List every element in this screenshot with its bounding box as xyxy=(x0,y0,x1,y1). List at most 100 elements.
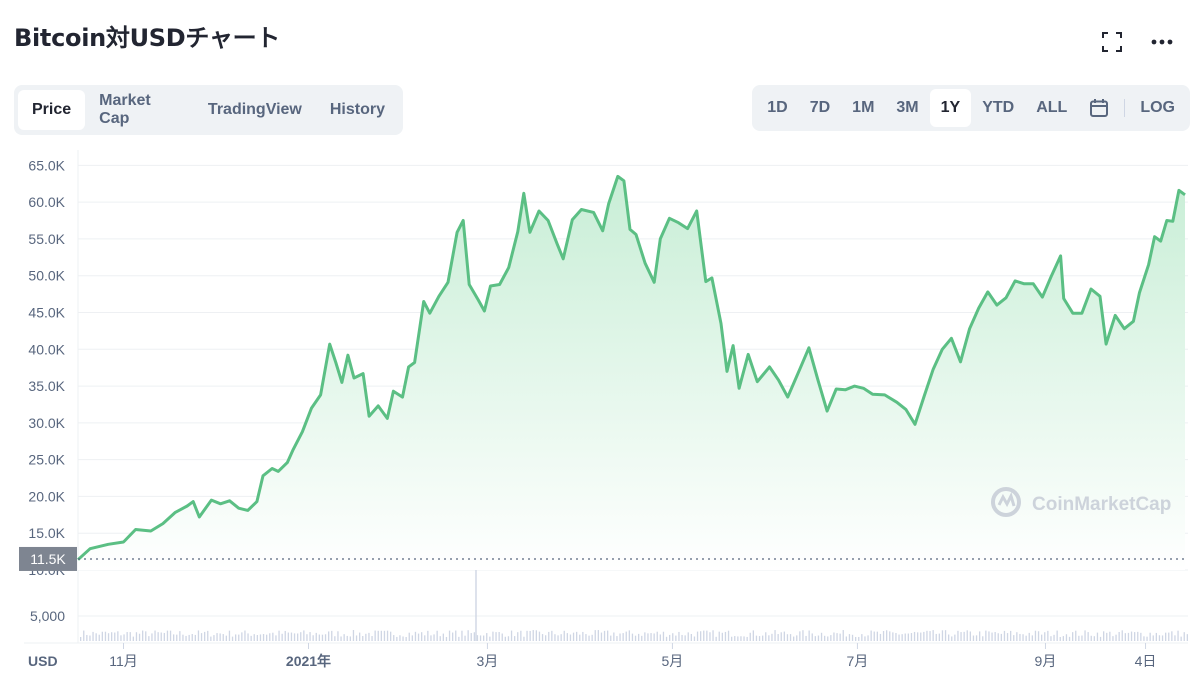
volume-bar xyxy=(262,634,265,641)
volume-bar xyxy=(514,636,516,641)
volume-bar xyxy=(455,630,457,641)
page-title: Bitcoin対USDチャート xyxy=(14,24,280,52)
volume-bar xyxy=(718,631,720,641)
range-all[interactable]: ALL xyxy=(1036,99,1068,116)
volume-bar xyxy=(436,630,438,641)
range-7d[interactable]: 7D xyxy=(809,99,831,116)
volume-bar xyxy=(365,633,367,641)
volume-bar xyxy=(287,632,289,641)
volume-bar xyxy=(972,635,975,641)
volume-bar xyxy=(1062,636,1064,641)
volume-bar xyxy=(638,633,640,641)
calendar-icon[interactable] xyxy=(1078,89,1120,127)
volume-bar xyxy=(343,634,345,641)
volume-bar xyxy=(693,636,696,641)
volume-bar xyxy=(724,631,727,641)
volume-bar xyxy=(526,630,528,641)
volume-bar xyxy=(272,632,274,641)
volume-bar xyxy=(1130,631,1133,641)
volume-bar xyxy=(328,631,330,641)
volume-bar xyxy=(579,634,581,641)
volume-bar xyxy=(659,634,661,641)
volume-bar xyxy=(966,630,968,641)
volume-bar xyxy=(783,631,785,641)
volume-bar xyxy=(886,630,888,641)
volume-bar xyxy=(126,632,128,641)
volume-bar xyxy=(712,630,714,641)
volume-bar xyxy=(650,633,652,641)
volume-bar xyxy=(709,632,711,641)
range-3m[interactable]: 3M xyxy=(896,99,919,116)
x-tick-label: 11月 xyxy=(109,653,138,669)
volume-bar xyxy=(932,630,934,641)
range-ytd[interactable]: YTD xyxy=(982,99,1015,116)
volume-bar xyxy=(86,634,88,641)
current-price-marker: 11.5K xyxy=(19,546,1188,571)
volume-bar xyxy=(994,632,996,641)
fullscreen-icon[interactable] xyxy=(1100,30,1124,54)
volume-bar xyxy=(923,631,925,641)
y-tick-label: 20.0K xyxy=(28,488,65,504)
volume-bar xyxy=(839,633,841,641)
volume-bar xyxy=(703,630,705,641)
volume-bar xyxy=(845,636,847,641)
range-1m[interactable]: 1M xyxy=(852,99,875,116)
volume-bar xyxy=(941,630,944,641)
volume-bar xyxy=(458,636,460,641)
tab-history[interactable]: History xyxy=(329,101,385,118)
volume-bar xyxy=(1158,635,1161,641)
volume-bar xyxy=(907,633,909,641)
range-1d[interactable]: 1D xyxy=(767,99,788,116)
volume-bar xyxy=(479,635,482,641)
volume-bar xyxy=(160,632,162,641)
volume-bar xyxy=(1019,633,1021,641)
volume-bar xyxy=(824,635,826,641)
volume-bar xyxy=(1034,630,1037,641)
tab-market-cap[interactable]: Market Cap xyxy=(99,92,151,127)
volume-bar xyxy=(622,633,624,641)
volume-bar xyxy=(752,630,754,641)
volume-bar xyxy=(1115,634,1117,641)
volume-bar xyxy=(551,630,553,641)
volume-bar xyxy=(653,633,655,641)
volume-bar xyxy=(789,634,792,641)
volume-bar xyxy=(231,636,234,641)
volume-bar xyxy=(938,633,940,641)
volume-bar xyxy=(380,630,382,641)
volume-bar xyxy=(476,635,479,641)
y-tick-label: 45.0K xyxy=(28,305,65,321)
tab-price[interactable]: Price xyxy=(18,90,86,130)
volume-bar xyxy=(882,631,885,641)
volume-bar xyxy=(1106,632,1108,641)
volume-bar xyxy=(1013,635,1015,641)
price-chart[interactable]: 10.0K15.0K20.0K25.0K30.0K35.0K40.0K45.0K… xyxy=(0,140,1200,678)
volume-bar xyxy=(864,636,866,641)
volume-bar xyxy=(833,632,835,641)
volume-bar xyxy=(83,630,85,641)
volume-bar xyxy=(780,632,782,641)
range-divider xyxy=(1124,99,1126,117)
volume-bar xyxy=(802,630,804,641)
log-toggle[interactable]: LOG xyxy=(1140,99,1175,116)
volume-bar xyxy=(216,633,218,641)
volume-bar xyxy=(535,630,537,641)
range-1y[interactable]: 1Y xyxy=(929,89,972,127)
volume-spike-bar xyxy=(475,565,477,641)
volume-bar xyxy=(421,632,423,641)
volume-bar xyxy=(256,635,258,641)
volume-bar xyxy=(619,633,621,641)
more-dots-icon[interactable] xyxy=(1150,30,1174,54)
x-tick-label: 5月 xyxy=(662,653,684,669)
volume-bar xyxy=(960,632,962,641)
volume-bar xyxy=(734,636,736,641)
volume-bar xyxy=(1112,636,1114,641)
volume-bar xyxy=(396,636,398,641)
volume-bar xyxy=(1137,631,1139,641)
volume-bar xyxy=(117,631,119,641)
volume-bar xyxy=(439,636,441,641)
volume-bar xyxy=(1044,632,1046,641)
volume-bar xyxy=(1000,633,1002,641)
y-tick-label: 30.0K xyxy=(28,415,65,431)
volume-bar xyxy=(300,632,302,641)
tab-tradingview[interactable]: TradingView xyxy=(207,101,302,118)
